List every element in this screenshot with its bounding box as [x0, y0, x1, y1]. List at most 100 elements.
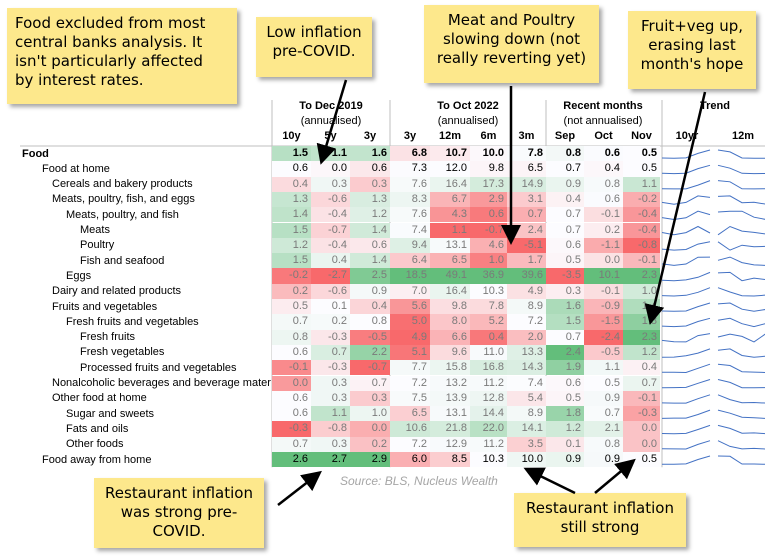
trend-sparkline: [661, 394, 711, 404]
data-cell: 7.2: [390, 436, 430, 452]
note-line: by interest rates.: [15, 71, 144, 89]
column-header: Sep: [554, 130, 576, 142]
column-header: 3y: [403, 130, 417, 142]
data-cell: 0.8: [584, 176, 623, 192]
data-cell: 0.6: [546, 375, 584, 391]
data-cell: 0.0: [623, 436, 660, 452]
data-cell: 11.0: [470, 344, 507, 361]
data-cell: 4.3: [430, 207, 470, 223]
trend-sparkline: [717, 180, 765, 190]
trend-sparkline: [717, 195, 765, 205]
data-cell: 0.6: [272, 161, 311, 177]
data-cell: 0.3: [350, 176, 390, 192]
trend-sparkline: [661, 333, 711, 343]
data-cell: 11.2: [470, 375, 507, 391]
data-cell: 8.0: [430, 314, 470, 330]
data-cell: -0.4: [311, 207, 350, 223]
trend-sparkline: [717, 287, 765, 297]
data-cell: 1.5: [546, 314, 584, 330]
data-cell: 1.2: [272, 237, 311, 254]
data-cell: 11.2: [470, 436, 507, 452]
data-cell: 7.5: [390, 390, 430, 407]
trend-sparkline: [717, 225, 765, 236]
trend-sparkline: [661, 302, 711, 312]
data-cell: 2.3: [623, 268, 660, 284]
data-cell: 0.8: [350, 314, 390, 330]
data-cell: 0.7: [584, 406, 623, 422]
column-header: 6m: [480, 130, 497, 142]
row-label: Fish and seafood: [80, 254, 165, 267]
data-cell: 7.4: [390, 222, 430, 238]
group-title: Recent months: [563, 100, 643, 112]
data-cell: 0.1: [311, 299, 350, 315]
data-cell: -0.2: [623, 191, 660, 208]
data-cell: 8.3: [390, 191, 430, 208]
data-cell: 2.0: [507, 329, 546, 345]
trend-sparkline: [717, 149, 765, 159]
trend-sparkline: [661, 409, 711, 419]
note-line: Fruit+veg up,: [640, 17, 744, 35]
trend-sparkline: [661, 149, 711, 159]
data-cell: 0.7: [546, 329, 584, 345]
trend-sparkline: [717, 394, 765, 404]
data-cell: 5.6: [390, 299, 430, 315]
data-cell: 6.7: [430, 191, 470, 208]
data-cell: 7.3: [390, 161, 430, 177]
data-cell: 0.7: [623, 375, 660, 391]
data-cell: 36.9: [470, 268, 507, 284]
arrow-low-inflation: [316, 79, 348, 165]
trend-sparkline: [661, 225, 711, 236]
data-cell: 0.2: [350, 436, 390, 452]
group-subtitle: (annualised): [300, 115, 362, 127]
trend-sparkline: [717, 379, 765, 389]
data-cell: 9.8: [430, 299, 470, 315]
data-cell: -0.3: [311, 360, 350, 376]
data-cell: 1.8: [546, 406, 584, 422]
data-cell: -0.7: [350, 360, 390, 376]
data-cell: 2.9: [350, 452, 390, 468]
data-cell: 5.1: [390, 344, 430, 361]
trend-sparkline: [717, 210, 765, 220]
trend-sparkline: [661, 363, 711, 374]
data-cell: 1.1: [430, 222, 470, 238]
data-cell: 10.0: [470, 146, 507, 162]
data-cell: 0.6: [470, 207, 507, 223]
arrow-restaurant-still-left: [523, 467, 576, 495]
data-cell: 0.0: [311, 161, 350, 177]
data-cell: -3.5: [546, 268, 584, 284]
note-line: month's hope: [640, 55, 744, 73]
row-label: Other foods: [66, 438, 124, 451]
note-restaurant-still: Restaurant inflation still strong: [514, 493, 686, 547]
row-label: Food away from home: [42, 453, 152, 466]
data-cell: 16.4: [430, 176, 470, 192]
row-label: Eggs: [66, 269, 92, 282]
data-cell: -0.5: [350, 329, 390, 345]
note-low-inflation: Low inflation pre-COVID.: [256, 17, 372, 77]
data-cell: 0.0: [584, 253, 623, 269]
data-cell: 22.0: [470, 421, 507, 437]
data-cell: 1.7: [507, 253, 546, 269]
data-cell: 8.9: [507, 299, 546, 315]
data-cell: -0.2: [272, 268, 311, 284]
trend-sparkline: [717, 241, 765, 251]
row-label: Poultry: [80, 239, 115, 252]
data-cell: 0.9: [546, 452, 584, 468]
note-line: really reverting yet): [436, 49, 587, 67]
row-label: Processed fruits and vegetables: [80, 361, 237, 374]
note-line: Restaurant inflation: [526, 499, 674, 517]
data-cell: 0.4: [470, 329, 507, 345]
data-cell: 1.4: [272, 207, 311, 223]
data-cell: -0.1: [272, 360, 311, 376]
trend-sparkline: [661, 195, 711, 205]
trend-sparkline: [661, 210, 711, 221]
data-cell: -0.7: [311, 222, 350, 238]
data-cell: 0.3: [546, 283, 584, 299]
trend-sparkline: [661, 455, 711, 465]
row-label: Fruits and vegetables: [52, 300, 158, 313]
row-label: Dairy and related products: [52, 285, 182, 298]
data-cell: 10.1: [584, 268, 623, 284]
data-cell: -0.1: [623, 390, 660, 407]
data-cell: 0.5: [546, 253, 584, 269]
note-meat-poultry: Meat and Poultry slowing down (not reall…: [424, 5, 599, 83]
data-cell: -0.1: [584, 283, 623, 299]
